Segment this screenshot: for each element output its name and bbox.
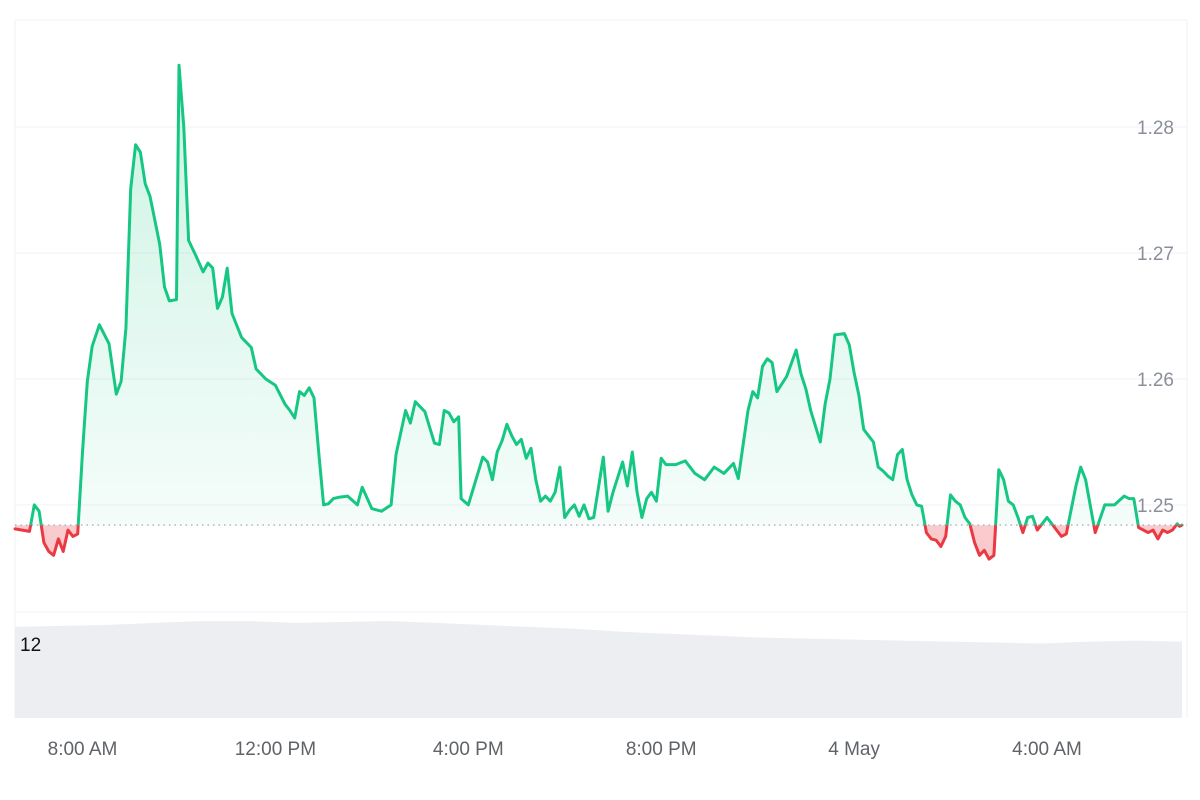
price-line-down [13, 525, 1184, 561]
y-axis: 1.25 1.26 1.27 1.28 [1137, 118, 1174, 517]
volume-area [15, 621, 1182, 718]
x-tick-label: 8:00 AM [48, 739, 118, 760]
y-tick-label: 1.25 [1137, 496, 1174, 517]
price-fill [15, 65, 1182, 560]
price-line-up [29, 63, 1184, 526]
x-axis: 8:00 AM 12:00 PM 4:00 PM 8:00 PM 4 May 4:00 A… [48, 739, 1082, 760]
x-tick-label: 12:00 PM [235, 739, 316, 760]
x-tick-label: 4:00 AM [1012, 739, 1082, 760]
volume-label: 12 [20, 635, 41, 656]
x-tick-label: 4:00 PM [433, 739, 504, 760]
y-tick-label: 1.27 [1137, 244, 1174, 265]
area-above-baseline [30, 65, 1179, 526]
y-tick-label: 1.26 [1137, 370, 1174, 391]
y-tick-label: 1.28 [1137, 118, 1174, 139]
x-tick-label: 8:00 PM [626, 739, 697, 760]
price-line [13, 63, 1187, 561]
x-tick-label: 4 May [828, 739, 880, 760]
volume-shape [15, 621, 1182, 718]
area-below-baseline [15, 525, 1182, 560]
